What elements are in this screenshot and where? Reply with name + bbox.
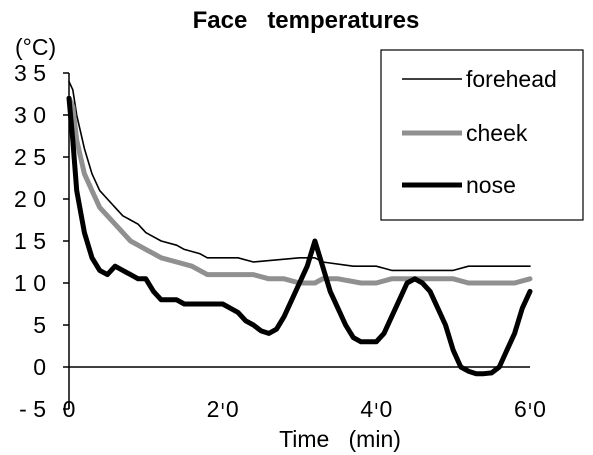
y-tick-label: 5 <box>33 312 46 338</box>
series-line-forehead <box>68 80 531 272</box>
y-tick-label: 3 0 <box>14 102 46 128</box>
legend: forehead cheek nose <box>402 66 557 198</box>
series-lines <box>66 80 533 377</box>
y-tick-label: 2 5 <box>14 144 46 170</box>
x-axis-label: Time (min) <box>279 426 401 452</box>
x-tick-label: 6 0 <box>514 396 546 422</box>
y-tick-label: 1 0 <box>14 270 46 296</box>
chart-title: Face temperatures <box>193 7 420 34</box>
series-line-cheek <box>66 95 533 286</box>
legend-label-nose: nose <box>466 172 516 198</box>
y-tick-label: 2 0 <box>14 186 46 212</box>
y-axis-unit-label: (°C) <box>15 34 56 60</box>
y-tick-label: 3 5 <box>14 60 46 86</box>
y-tick-label: 0 <box>33 354 46 380</box>
legend-label-forehead: forehead <box>466 66 557 92</box>
x-tick-label: 2 0 <box>207 396 239 422</box>
y-tick-label: 1 5 <box>14 228 46 254</box>
series-line-nose <box>66 95 533 377</box>
y-tick-label: - 5 <box>19 396 46 422</box>
x-tick-label: 4 0 <box>360 396 392 422</box>
legend-label-cheek: cheek <box>466 120 528 146</box>
y-axis-ticks: 3 5 3 0 2 5 2 0 1 5 1 0 5 0 - 5 <box>14 60 69 422</box>
